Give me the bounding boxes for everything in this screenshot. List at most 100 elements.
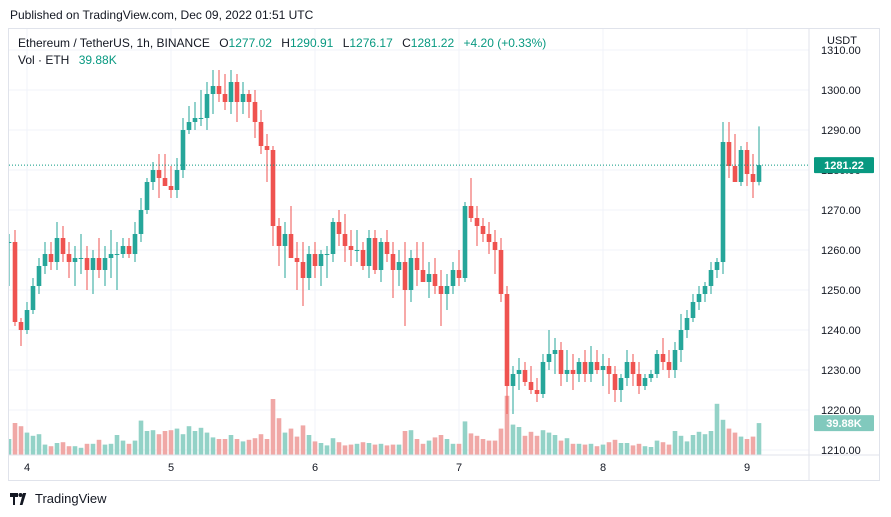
candle-body <box>600 366 606 370</box>
candle-body <box>222 94 228 102</box>
footer: TradingView <box>10 491 107 506</box>
volume-bar <box>102 444 108 455</box>
volume-bar <box>42 444 48 455</box>
volume-bar <box>48 446 54 455</box>
volume-bar <box>270 399 276 455</box>
candle-body <box>48 254 54 262</box>
candle-body <box>732 166 738 182</box>
time-axis: 4 5 6 7 8 9 <box>24 462 750 474</box>
volume-bar <box>144 431 150 455</box>
volume-bar <box>552 435 558 455</box>
volume-bar <box>162 431 168 455</box>
candle-body <box>726 142 732 166</box>
volume-bar <box>114 435 120 455</box>
volume-bar <box>150 430 156 455</box>
volume-bar <box>570 443 576 455</box>
candle-body <box>546 354 552 362</box>
volume-bar <box>744 439 750 455</box>
candles <box>9 70 762 414</box>
volume-bar <box>396 444 402 455</box>
price-tick-label: 1310.00 <box>821 45 861 57</box>
candle-body <box>168 186 174 190</box>
candle-body <box>528 382 534 390</box>
volume-bar <box>126 443 132 455</box>
candle-body <box>480 226 486 234</box>
time-tick-label: 9 <box>744 462 750 474</box>
candle-body <box>588 362 594 374</box>
volume-bar <box>9 439 12 455</box>
price-tick-label: 1250.00 <box>821 285 861 297</box>
volume-bar <box>684 441 690 455</box>
candle-body <box>474 218 480 226</box>
volume-bar <box>246 439 252 455</box>
candle-body <box>636 374 642 386</box>
candle-body <box>714 262 720 270</box>
candle-body <box>396 262 402 270</box>
candle-body <box>126 246 132 254</box>
volume-bar <box>612 439 618 455</box>
candle-body <box>756 165 762 182</box>
candle-body <box>540 362 546 394</box>
candle-body <box>228 82 234 102</box>
candle-body <box>318 254 324 266</box>
currency-label: USDT <box>827 35 857 47</box>
candle-body <box>60 238 66 254</box>
low-value: 1276.17 <box>349 36 393 50</box>
volume-bar <box>714 403 720 455</box>
volume-bar <box>504 395 510 455</box>
volume-title[interactable]: Vol · ETH <box>18 53 70 67</box>
candle-body <box>96 258 102 270</box>
price-tick-label: 1230.00 <box>821 365 861 377</box>
candle-body <box>282 234 288 246</box>
candle-body <box>210 86 216 94</box>
last-price-badge: 1281.22 <box>814 157 874 174</box>
price-tick-label: 1210.00 <box>821 445 861 457</box>
symbol-title[interactable]: Ethereum / TetherUS, 1h, BINANCE <box>18 36 210 50</box>
volume-bar <box>474 435 480 455</box>
volume-bar <box>186 426 192 455</box>
open-label: O <box>219 36 229 50</box>
candle-body <box>264 146 270 150</box>
candlestick-chart[interactable]: 1210.00 1220.00 1230.00 1240.00 1250.00 1260.… <box>9 29 879 480</box>
price-axis: 1210.00 1220.00 1230.00 1240.00 1250.00 1260.… <box>821 45 861 457</box>
candle-body <box>648 374 654 378</box>
volume-bar <box>558 440 564 455</box>
candle-body <box>18 322 24 330</box>
volume-label: 39.88K <box>826 418 862 430</box>
candle-body <box>186 122 192 130</box>
close-label: C <box>402 36 411 50</box>
candle-body <box>570 370 576 374</box>
volume-bar <box>534 435 540 455</box>
candle-body <box>558 350 564 374</box>
volume-bar <box>564 438 570 455</box>
candle-body <box>336 222 342 234</box>
volume-bar <box>168 430 174 455</box>
candle-body <box>444 286 450 294</box>
volume-bar <box>252 438 258 455</box>
candle-body <box>120 246 126 254</box>
candle-body <box>522 370 528 382</box>
volume-bar <box>96 439 102 455</box>
volume-bar <box>630 445 636 455</box>
candle-body <box>624 362 630 378</box>
footer-brand[interactable]: TradingView <box>35 491 107 506</box>
volume-bar <box>660 442 666 455</box>
candle-body <box>138 210 144 234</box>
volume-bar <box>378 443 384 455</box>
candle-body <box>702 286 708 294</box>
time-tick-label: 6 <box>312 462 318 474</box>
volume-value: 39.88K <box>78 53 117 67</box>
candle-body <box>684 318 690 330</box>
candle-body <box>30 286 36 310</box>
volume-bar <box>528 431 534 455</box>
high-label: H <box>281 36 290 50</box>
candle-body <box>672 350 678 370</box>
volume-bar <box>234 439 240 455</box>
candle-body <box>246 94 252 102</box>
volume-bar <box>426 440 432 455</box>
candle-body <box>54 238 60 262</box>
candle-body <box>204 94 210 118</box>
candle-body <box>468 206 474 218</box>
candle-body <box>192 118 198 122</box>
candle-body <box>744 150 750 174</box>
